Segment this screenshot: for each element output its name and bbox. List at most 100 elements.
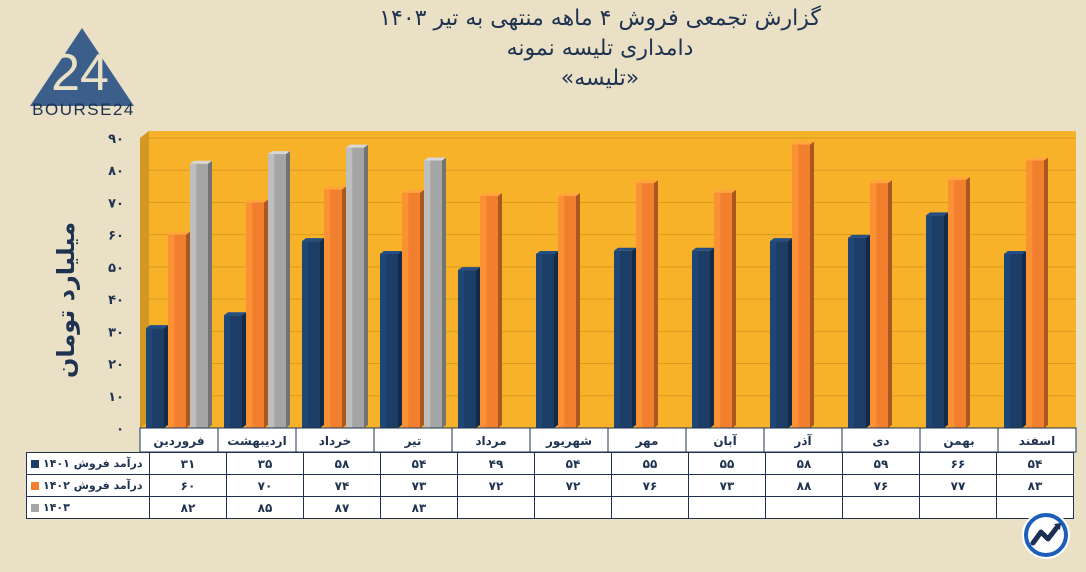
x-tick-label: شهریور — [545, 434, 592, 449]
table-row: ۱۴۰۳ ۸۲ ۸۵ ۸۷ ۸۳ — [26, 496, 1074, 519]
bar — [636, 180, 658, 428]
x-tick-label: مهر — [635, 434, 659, 448]
table-cell: ۵۴ — [534, 452, 612, 475]
table-cell — [688, 496, 766, 519]
table-cell: ۳۵ — [226, 452, 304, 475]
bar — [480, 193, 502, 428]
bar — [458, 267, 480, 428]
legend-label: درآمد فروش ۱۴۰۱ — [43, 457, 143, 470]
table-cell: ۸۲ — [149, 496, 227, 519]
bar — [558, 193, 580, 428]
series-legend: درآمد فروش ۱۴۰۲ — [26, 474, 150, 497]
table-cell: ۷۰ — [226, 474, 304, 497]
x-tick-label: اردیبهشت — [227, 434, 286, 448]
table-cell: ۷۴ — [303, 474, 381, 497]
bar — [168, 231, 190, 428]
table-cell: ۶۰ — [149, 474, 227, 497]
series-legend: درآمد فروش ۱۴۰۱ — [26, 452, 150, 475]
x-tick-label: مرداد — [475, 434, 506, 448]
table-cell: ۸۷ — [303, 496, 381, 519]
table-cell — [534, 496, 612, 519]
bar — [324, 186, 346, 428]
y-tick-label: ۶۰ — [108, 229, 124, 244]
table-cell: ۵۴ — [996, 452, 1074, 475]
bar — [402, 189, 424, 428]
bourse24-logo: 24 — [30, 28, 134, 106]
bar — [714, 189, 736, 428]
bar — [424, 157, 446, 429]
table-cell: ۸۵ — [226, 496, 304, 519]
bar — [926, 212, 948, 428]
x-tick-label: خرداد — [319, 434, 352, 448]
y-tick-label: ۴۰ — [108, 293, 124, 308]
table-cell: ۷۶ — [611, 474, 689, 497]
bar — [848, 234, 870, 428]
legend-label: درآمد فروش ۱۴۰۲ — [43, 479, 143, 492]
title-line-2: دامداری تلیسه نمونه — [506, 36, 694, 61]
bar — [224, 312, 246, 428]
data-table: درآمد فروش ۱۴۰۱ ۳۱ ۳۵ ۵۸ ۵۴ ۴۹ ۵۴ ۵۵ ۵۵ ۵۸ ۵۹ ۶۶ ۵۴ د… — [26, 452, 1074, 519]
y-tick-label: ۹۰ — [108, 132, 124, 147]
bar — [870, 180, 892, 428]
series-legend: ۱۴۰۳ — [26, 496, 150, 519]
table-cell: ۷۲ — [534, 474, 612, 497]
table-cell: ۵۵ — [611, 452, 689, 475]
y-tick-label: ۲۰ — [108, 358, 124, 373]
table-cell: ۸۳ — [996, 474, 1074, 497]
bar — [190, 160, 212, 428]
x-tick-label: آذر — [793, 433, 812, 448]
y-tick-label: ۷۰ — [108, 196, 124, 211]
bar — [692, 247, 714, 428]
bar — [770, 238, 792, 428]
title-line-3: «تلیسه» — [560, 66, 640, 91]
table-cell — [611, 496, 689, 519]
bar — [614, 247, 636, 428]
bar — [268, 151, 290, 428]
x-tick-label: آبان — [713, 433, 737, 448]
table-cell: ۷۳ — [688, 474, 766, 497]
table-cell — [765, 496, 843, 519]
bar — [346, 144, 368, 428]
table-cell: ۸۳ — [380, 496, 458, 519]
y-tick-label: ۰ — [116, 422, 124, 437]
table-cell: ۶۶ — [919, 452, 997, 475]
y-tick-label: ۳۰ — [108, 325, 124, 340]
title-line-1: گزارش تجمعی فروش ۴ ماهه منتهی به تیر ۱۴۰… — [379, 6, 821, 31]
x-tick-label: فروردین — [153, 434, 204, 449]
x-tick-label: دی — [872, 434, 889, 448]
table-cell: ۵۵ — [688, 452, 766, 475]
chart-title: گزارش تجمعی فروش ۴ ماهه منتهی به تیر ۱۴۰… — [300, 4, 900, 94]
logo-mark: 24 — [51, 44, 109, 102]
legend-label: ۱۴۰۳ — [43, 501, 70, 514]
table-cell: ۴۹ — [457, 452, 535, 475]
x-tick-label: بهمن — [943, 434, 974, 448]
legend-swatch — [31, 504, 39, 512]
table-cell: ۵۸ — [765, 452, 843, 475]
table-cell: ۳۱ — [149, 452, 227, 475]
bar — [380, 251, 402, 428]
table-cell: ۵۹ — [842, 452, 920, 475]
table-cell — [457, 496, 535, 519]
table-row: درآمد فروش ۱۴۰۱ ۳۱ ۳۵ ۵۸ ۵۴ ۴۹ ۵۴ ۵۵ ۵۵ ۵۸ ۵۹ ۶۶ ۵۴ — [26, 452, 1074, 475]
y-tick-label: ۸۰ — [108, 164, 124, 179]
x-tick-label: اسفند — [1019, 434, 1055, 448]
plot-area — [140, 131, 1076, 428]
trend-up-circle-icon — [1022, 511, 1070, 559]
y-tick-label: ۵۰ — [108, 261, 124, 276]
table-cell — [842, 496, 920, 519]
y-axis-label: میلیارد تومان — [52, 221, 80, 379]
x-tick-label: تیر — [404, 434, 422, 448]
logo-text: BOURSE24 — [32, 100, 135, 119]
legend-swatch — [31, 460, 39, 468]
bar — [1004, 251, 1026, 428]
bar — [246, 199, 268, 428]
table-cell: ۷۶ — [842, 474, 920, 497]
bar — [146, 325, 168, 428]
bar — [1026, 157, 1048, 429]
table-cell: ۷۲ — [457, 474, 535, 497]
y-tick-label: ۱۰ — [108, 390, 124, 405]
bar — [948, 176, 970, 428]
legend-swatch — [31, 482, 39, 490]
table-cell: ۷۷ — [919, 474, 997, 497]
